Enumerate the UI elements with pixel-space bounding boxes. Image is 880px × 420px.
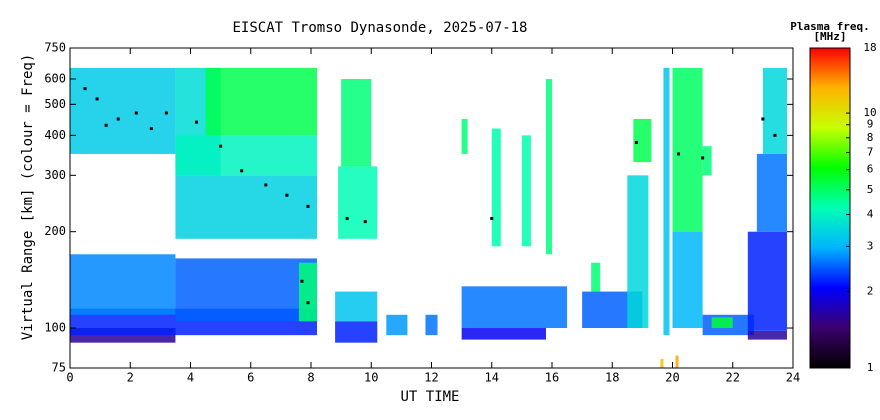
trace-point (345, 216, 349, 220)
trace-point (634, 140, 638, 144)
x-tick-label: 20 (665, 371, 679, 385)
colorbar-tick-label: 7 (867, 146, 874, 159)
data-cell (545, 79, 552, 255)
trace-point (219, 144, 223, 148)
data-cell (175, 258, 318, 322)
data-cell (70, 67, 176, 154)
data-cell (298, 262, 318, 322)
y-tick-label: 75 (52, 361, 66, 375)
x-tick-label: 24 (786, 371, 800, 385)
trace-point (240, 169, 244, 173)
y-tick-label: 300 (44, 168, 66, 182)
y-tick-label: 200 (44, 224, 66, 238)
trace-point (363, 220, 367, 224)
data-cell (675, 355, 679, 368)
data-cell (660, 359, 664, 368)
x-tick-label: 0 (66, 371, 73, 385)
data-cell (205, 67, 318, 136)
colorbar-tick-label: 18 (863, 41, 876, 54)
trace-point (285, 193, 289, 197)
data-cell (633, 118, 652, 163)
data-cell (627, 175, 649, 329)
colorbar-tick-label: 10 (863, 106, 876, 119)
trace-point (773, 133, 777, 137)
y-tick-label: 100 (44, 321, 66, 335)
data-cell (175, 135, 318, 176)
trace-point (83, 87, 87, 91)
data-cell (461, 118, 468, 154)
trace-point (490, 216, 494, 220)
x-tick-label: 16 (545, 371, 559, 385)
data-cell (335, 291, 378, 322)
y-axis-label: Virtual Range [km] (colour = Freq) (20, 54, 36, 341)
colorbar-tick-label: 4 (867, 208, 874, 221)
trace-point (306, 204, 310, 208)
data-cell (672, 231, 703, 329)
colorbar-tick-label: 8 (867, 131, 874, 144)
trace-point (306, 301, 310, 305)
trace-point (149, 127, 153, 131)
data-cell (461, 328, 546, 340)
data-cell (70, 254, 176, 315)
chart-title: EISCAT Tromso Dynasonde, 2025-07-18 (232, 20, 527, 36)
x-tick-label: 6 (247, 371, 254, 385)
data-cell (747, 231, 787, 331)
colorbar-tick-label: 1 (867, 361, 874, 374)
x-tick-label: 10 (364, 371, 378, 385)
colorbar-tick-label: 9 (867, 118, 874, 131)
data-cell (591, 262, 601, 292)
colorbar-tick-label: 6 (867, 163, 874, 176)
y-tick-label: 400 (44, 128, 66, 142)
colorbar (809, 47, 851, 369)
trace-point (701, 156, 705, 160)
x-tick-label: 4 (187, 371, 194, 385)
data-cell (711, 317, 733, 329)
trace-point (264, 183, 268, 187)
x-tick-label: 12 (424, 371, 438, 385)
trace-point (104, 123, 108, 127)
data-cell (521, 135, 531, 247)
trace-point (300, 279, 304, 283)
x-tick-label: 8 (307, 371, 314, 385)
trace-point (195, 120, 199, 124)
data-cell (663, 67, 670, 336)
colorbar-title: Plasma freq. (790, 20, 869, 33)
data-cell (762, 67, 787, 154)
trace-point (677, 152, 681, 156)
x-tick-label: 14 (485, 371, 499, 385)
colorbar-tick-label: 5 (867, 183, 874, 196)
x-tick-label: 22 (726, 371, 740, 385)
y-tick-label: 600 (44, 72, 66, 86)
data-cell (491, 128, 501, 247)
data-cell (672, 67, 703, 232)
x-tick-label: 18 (605, 371, 619, 385)
colorbar-tick-label: 3 (867, 239, 874, 252)
data-cell (425, 314, 438, 336)
colorbar-unit: [MHz] (813, 30, 846, 43)
data-cell (175, 175, 318, 239)
trace-point (116, 117, 120, 121)
data-cell (386, 314, 408, 336)
y-tick-label: 500 (44, 97, 66, 111)
data-cell (756, 153, 787, 232)
data-cell (338, 166, 378, 239)
y-tick-label: 750 (44, 41, 66, 55)
x-axis-label: UT TIME (400, 389, 459, 405)
trace-point (761, 117, 765, 121)
data-cell (461, 286, 568, 329)
data-cell (702, 146, 712, 176)
data-cell (341, 79, 372, 167)
trace-point (95, 97, 99, 101)
x-tick-label: 2 (127, 371, 134, 385)
data-cell (335, 321, 378, 343)
trace-point (134, 111, 138, 115)
colorbar-tick-label: 2 (867, 284, 874, 297)
data-cell (747, 330, 787, 340)
trace-point (164, 111, 168, 115)
